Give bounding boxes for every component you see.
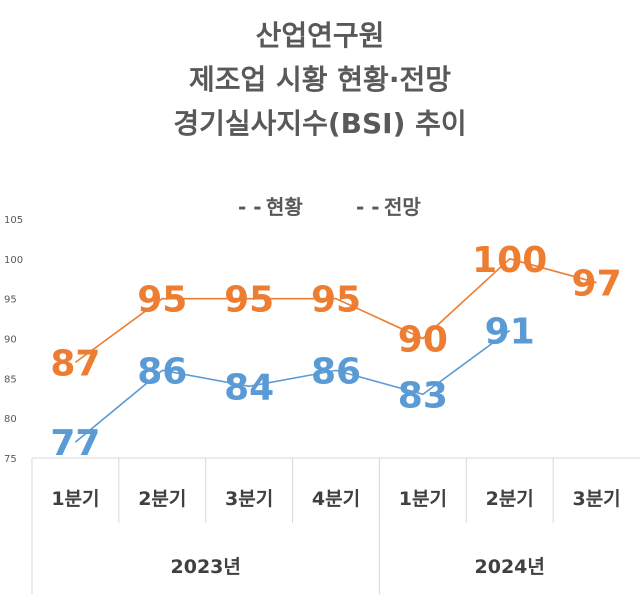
legend-label: 현황 — [266, 195, 303, 219]
data-label: 87 — [50, 343, 100, 384]
category-tick-label: 1분기 — [51, 488, 99, 510]
series-line-현황 — [74, 329, 511, 443]
category-axis-table: 2023년 2024년 1분기 2분기 3분기 4분기 1분기 2분기 3분기 — [31, 457, 640, 594]
title-line-1: 산업연구원 — [255, 19, 385, 52]
y-tick-label: 90 — [4, 335, 17, 346]
data-label: 90 — [398, 320, 448, 361]
title-line-3: 경기실사지수(BSI) 추이 — [173, 107, 467, 140]
y-tick-label: 95 — [4, 295, 17, 306]
legend-label: 전망 — [384, 195, 421, 219]
data-label: 95 — [311, 280, 361, 321]
data-label: 83 — [398, 375, 448, 416]
year-group-label: 2023년 — [171, 556, 241, 578]
legend-swatch: - - — [238, 195, 262, 219]
data-label: 95 — [224, 280, 274, 321]
y-tick-label: 100 — [4, 255, 23, 266]
legend: - - 현황 - - 전망 — [238, 195, 421, 219]
y-tick-label: 85 — [4, 374, 17, 385]
y-tick-label: 80 — [4, 414, 17, 425]
y-tick-label: 105 — [4, 215, 23, 226]
data-label: 77 — [50, 423, 100, 464]
data-label: 95 — [137, 280, 187, 321]
data-labels: 77 86 84 86 83 91 87 95 95 95 90 100 97 — [50, 240, 621, 464]
series-line-전망 — [74, 257, 597, 364]
category-tick-label: 3분기 — [225, 488, 273, 510]
series-lines — [74, 257, 597, 443]
category-tick-label: 2분기 — [138, 488, 186, 510]
data-label: 84 — [224, 367, 274, 408]
legend-swatch: - - — [356, 195, 380, 219]
data-label: 97 — [572, 264, 622, 305]
category-tick-label: 1분기 — [399, 488, 447, 510]
category-tick-label: 3분기 — [572, 488, 620, 510]
y-tick-label: 75 — [4, 454, 17, 465]
title-line-2: 제조업 시황 현황·전망 — [189, 63, 451, 96]
chart-title: 산업연구원 제조업 시황 현황·전망 경기실사지수(BSI) 추이 — [0, 14, 640, 146]
data-label: 86 — [137, 351, 187, 392]
data-label: 100 — [472, 240, 547, 281]
data-label: 86 — [311, 351, 361, 392]
y-axis-ticks: 75 80 85 90 95 100 105 — [4, 215, 23, 465]
data-label: 91 — [485, 312, 535, 353]
category-tick-label: 2분기 — [486, 488, 534, 510]
category-tick-label: 4분기 — [312, 488, 360, 510]
year-group-label: 2024년 — [475, 556, 545, 578]
